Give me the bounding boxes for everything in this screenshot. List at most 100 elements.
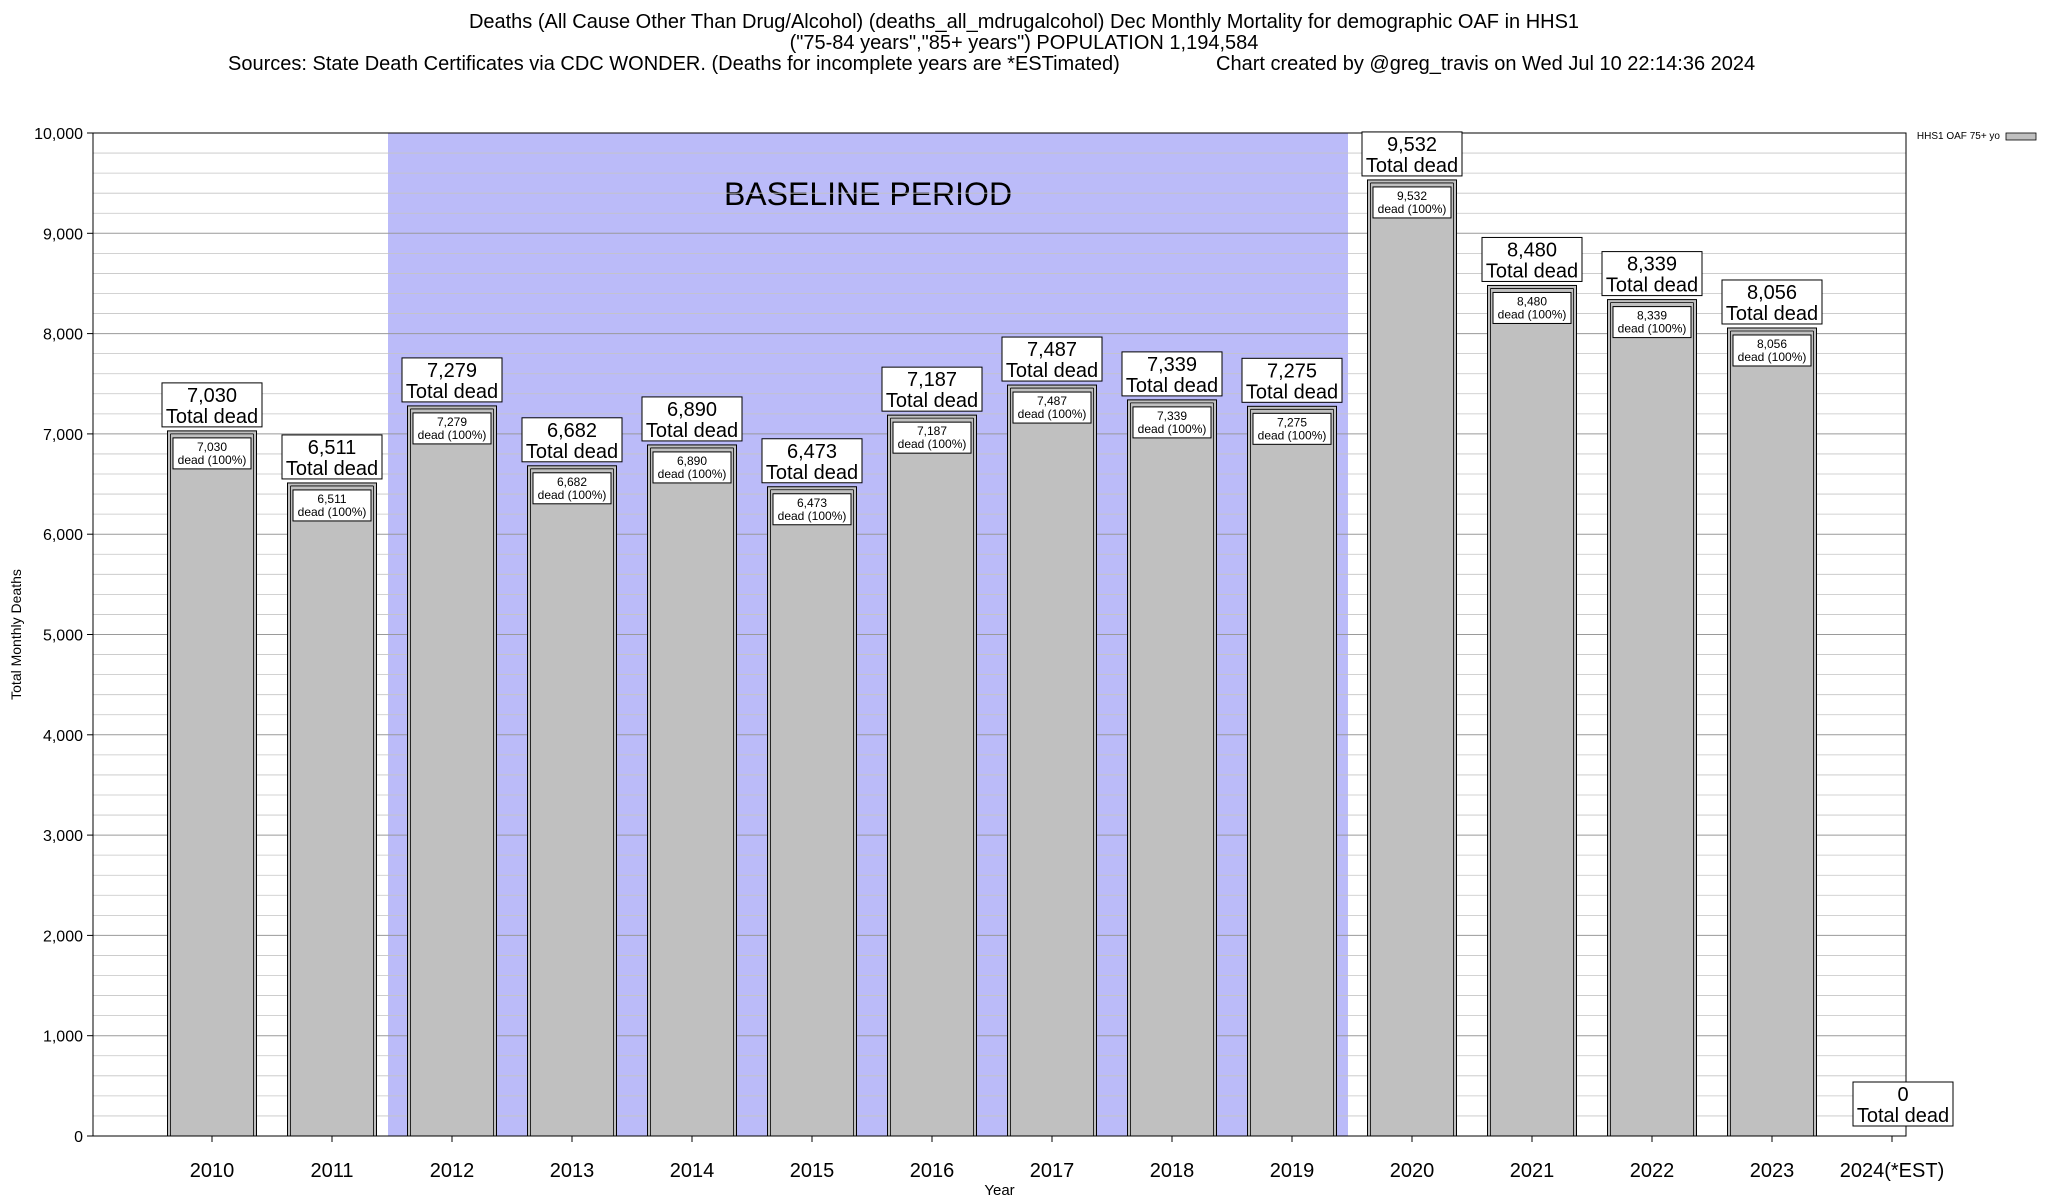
- bar-value-label: 7,339: [1147, 354, 1197, 376]
- y-tick-label: 9,000: [43, 226, 83, 243]
- bar: [887, 414, 977, 1137]
- bar-inner-value-label: 8,480: [1517, 294, 1547, 308]
- bar-inner-caption-label: dead (100%): [1138, 422, 1207, 436]
- x-tick-label: 2017: [1030, 1160, 1075, 1182]
- x-tick-label: 2010: [190, 1160, 235, 1182]
- bar-inner-value-label: 7,339: [1157, 409, 1187, 423]
- bar-inner-label-box: [1612, 306, 1692, 339]
- x-tick-label: 2022: [1630, 1160, 1675, 1182]
- bar-value-label: 9,532: [1387, 134, 1437, 156]
- bar-inner-caption-label: dead (100%): [178, 453, 247, 467]
- y-tick-label: 7,000: [43, 427, 83, 444]
- bar-caption-label: Total dead: [766, 462, 858, 484]
- bar-caption-label: Total dead: [526, 441, 618, 463]
- bar: [1727, 327, 1817, 1137]
- bar-value-label: 6,682: [547, 420, 597, 442]
- credit-text: Chart created by @greg_travis on Wed Jul…: [1216, 53, 1756, 75]
- bar-value-label: 6,511: [308, 437, 357, 459]
- bar-inner-label-box: [652, 451, 732, 484]
- bar-value-label: 8,339: [1627, 254, 1677, 276]
- bar-value-label: 7,279: [427, 360, 477, 382]
- x-tick-label: 2015: [790, 1160, 835, 1182]
- bar-top-label-box: [1121, 351, 1223, 397]
- bar: [1367, 179, 1457, 1137]
- bar-caption-label: Total dead: [1606, 275, 1698, 297]
- bar-top-label-box: [1361, 131, 1463, 177]
- bar-inner-label-box: [1252, 412, 1332, 445]
- bar-value-label: 6,890: [667, 399, 717, 421]
- bar-top-label-box: [881, 366, 983, 412]
- bar-top-label-box: [761, 438, 863, 484]
- bar-inner-value-label: 6,511: [317, 492, 346, 506]
- bar-top-label-box: [521, 417, 623, 463]
- legend-label: HHS1 OAF 75+ yo: [1917, 131, 2001, 142]
- x-tick-label: 2011: [310, 1160, 353, 1182]
- bar-inner-value-label: 7,275: [1277, 415, 1307, 429]
- bar-inner-label-box: [1732, 334, 1812, 367]
- x-tick-label: 2016: [910, 1160, 955, 1182]
- bar-inner-value-label: 6,890: [677, 454, 707, 468]
- bar: [1247, 405, 1337, 1137]
- bar-caption-label: Total dead: [1857, 1105, 1949, 1127]
- bar-caption-label: Total dead: [1726, 303, 1818, 325]
- bar-value-label: 6,473: [787, 441, 837, 463]
- y-tick-label: 10,000: [34, 126, 83, 143]
- bar-caption-label: Total dead: [1126, 375, 1218, 397]
- bar-inner-value-label: 9,532: [1397, 189, 1427, 203]
- bar-inner-label-box: [1492, 291, 1572, 324]
- bar-inner-caption-label: dead (100%): [418, 428, 487, 442]
- bar-caption-label: Total dead: [1366, 155, 1458, 177]
- x-tick-label: 2018: [1150, 1160, 1195, 1182]
- bar-inner-caption-label: dead (100%): [298, 505, 367, 519]
- bar: [527, 465, 617, 1137]
- bar-top-label-box: [641, 396, 743, 442]
- bar-inner-label-box: [292, 489, 372, 522]
- bar-value-label: 0: [1897, 1084, 1908, 1106]
- bar-inner-value-label: 6,682: [557, 475, 587, 489]
- x-tick-label: 2021: [1510, 1160, 1555, 1182]
- bar-top-label-box: [161, 382, 263, 428]
- bar-inner-caption-label: dead (100%): [1618, 322, 1687, 336]
- bar-inner-caption-label: dead (100%): [898, 437, 967, 451]
- title-line-2: ("75-84 years","85+ years") POPULATION 1…: [789, 32, 1259, 54]
- bar-value-label: 8,056: [1747, 282, 1797, 304]
- bar-inner-caption-label: dead (100%): [658, 467, 727, 481]
- bar-value-label: 8,480: [1507, 239, 1557, 261]
- bar-top-label-box: [1601, 251, 1703, 297]
- bar-value-label: 7,187: [907, 369, 957, 391]
- bar-inner-caption-label: dead (100%): [1018, 407, 1087, 421]
- chart-title: Deaths (All Cause Other Than Drug/Alcoho…: [0, 12, 2048, 54]
- bar-inner-value-label: 7,187: [917, 424, 947, 438]
- bar-inner-value-label: 7,487: [1037, 394, 1067, 408]
- x-tick-label: 2019: [1270, 1160, 1315, 1182]
- sources-text: Sources: State Death Certificates via CD…: [228, 53, 1120, 75]
- bar-inner-caption-label: dead (100%): [1738, 350, 1807, 364]
- bar-inner-caption-label: dead (100%): [538, 488, 607, 502]
- bar-value-label: 7,030: [187, 385, 237, 407]
- x-tick-label: 2023: [1750, 1160, 1795, 1182]
- bar-inner-label-box: [412, 412, 492, 445]
- bar-top-label-box: [1481, 236, 1583, 282]
- bar-caption-label: Total dead: [1006, 360, 1098, 382]
- y-tick-label: 2,000: [43, 928, 83, 945]
- bar-inner-label-box: [892, 421, 972, 454]
- bar-top-label-box: [1852, 1081, 1954, 1127]
- bar-top-label-box: [281, 434, 383, 480]
- bar-inner-label-box: [772, 493, 852, 526]
- bar: [647, 444, 737, 1137]
- bar-caption-label: Total dead: [886, 390, 978, 412]
- bar-inner-value-label: 7,279: [437, 415, 467, 429]
- bar-value-label: 7,275: [1267, 360, 1317, 382]
- baseline-period-label: BASELINE PERIOD: [724, 176, 1012, 212]
- title-line-1: Deaths (All Cause Other Than Drug/Alcoho…: [468, 11, 1580, 33]
- bar: [1127, 399, 1217, 1137]
- x-tick-label: 2020: [1390, 1160, 1435, 1182]
- x-axis-title: Year: [984, 1182, 1014, 1199]
- bar-inner-label-box: [1372, 186, 1452, 219]
- bar-caption-label: Total dead: [406, 381, 498, 403]
- bar-inner-caption-label: dead (100%): [1498, 307, 1567, 321]
- y-tick-label: 4,000: [43, 728, 83, 745]
- y-tick-label: 6,000: [43, 527, 83, 544]
- bar: [767, 486, 857, 1137]
